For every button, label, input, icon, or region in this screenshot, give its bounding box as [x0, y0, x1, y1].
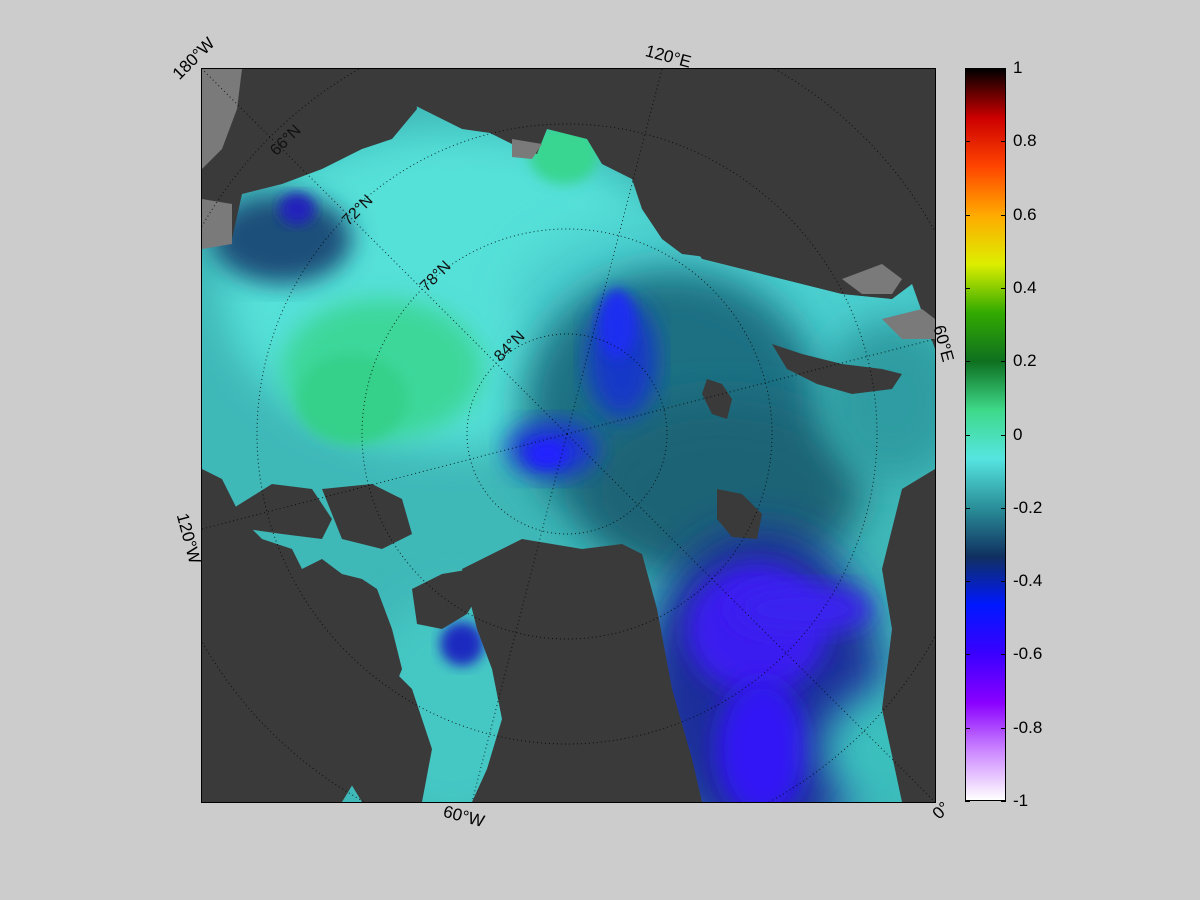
colorbar-tick-mark [1001, 215, 1006, 216]
colorbar-tick-mark [965, 435, 970, 436]
colorbar-tick-label: -0.8 [1013, 717, 1043, 737]
colorbar-tick-mark [1001, 361, 1006, 362]
colorbar-tick-mark [1001, 141, 1006, 142]
colorbar-tick-mark [965, 508, 970, 509]
colorbar-tick-mark [965, 728, 970, 729]
colorbar-tick-mark [965, 68, 970, 69]
colorbar-tick-label: -0.2 [1013, 497, 1043, 517]
colorbar [965, 68, 1006, 801]
colorbar-tick-mark [965, 141, 970, 142]
colorbar-tick-mark [965, 801, 970, 802]
colorbar-tick-mark [1001, 654, 1006, 655]
arctic-map [202, 69, 935, 802]
colorbar-tick-label: -0.4 [1013, 571, 1043, 591]
colorbar-tick-mark [1001, 508, 1006, 509]
colorbar-tick-mark [965, 581, 970, 582]
ice-shelves [202, 69, 935, 339]
colorbar-tick-label: 0.6 [1013, 204, 1037, 224]
colorbar-tick-label: 0.8 [1013, 131, 1037, 151]
colorbar-tick-label: -0.6 [1013, 644, 1043, 664]
graticule [202, 69, 935, 802]
colorbar-tick-mark [965, 215, 970, 216]
colorbar-tick-label: 0.2 [1013, 351, 1037, 371]
land-masses [202, 69, 935, 802]
colorbar-tick-mark [1001, 288, 1006, 289]
colorbar-tick-label: -1 [1013, 791, 1029, 810]
label-120w: 120°W [172, 511, 205, 566]
colorbar-tick-mark [965, 654, 970, 655]
colorbar-tick-mark [1001, 68, 1006, 69]
colorbar-tick-mark [1001, 435, 1006, 436]
label-120e: 120°E [643, 41, 694, 72]
colorbar-tick-mark [965, 288, 970, 289]
map-panel [201, 68, 936, 803]
colorbar-tick-mark [1001, 728, 1006, 729]
colorbar-tick-mark [965, 361, 970, 362]
colorbar-tick-mark [1001, 581, 1006, 582]
label-60w: 60°W [441, 801, 487, 832]
colorbar-tick-label: 0.4 [1013, 277, 1037, 297]
colorbar-tick-label: 1 [1013, 58, 1023, 77]
colorbar-tick-mark [1001, 801, 1006, 802]
colorbar-tick-label: 0 [1013, 424, 1023, 444]
